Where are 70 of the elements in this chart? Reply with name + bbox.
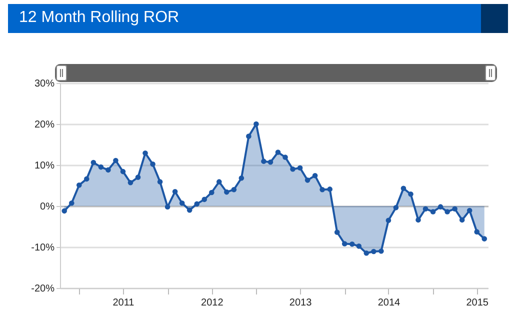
point [84, 176, 90, 182]
point [231, 186, 237, 192]
point [482, 236, 488, 242]
point [150, 162, 156, 167]
point [416, 217, 421, 223]
point [275, 150, 281, 155]
point [327, 186, 332, 192]
point [186, 207, 192, 213]
point [400, 186, 406, 192]
point [113, 158, 118, 164]
point [312, 173, 318, 178]
y-tick-label: 20% [34, 120, 55, 130]
point [452, 206, 458, 212]
y-tick-label: 0% [40, 202, 55, 212]
point [297, 165, 303, 171]
point [246, 134, 252, 139]
point [106, 167, 111, 173]
point [135, 174, 141, 180]
x-tick-label: 2011 [112, 298, 135, 308]
point [238, 175, 244, 181]
point [216, 179, 222, 184]
point [342, 241, 348, 246]
point [466, 208, 472, 214]
chart-title: 12 Month Rolling ROR [19, 9, 180, 27]
x-tick-label: 2013 [289, 298, 312, 308]
point [356, 244, 362, 249]
y-tick-label: 10% [34, 160, 55, 172]
point [98, 164, 104, 170]
point [371, 248, 376, 254]
point [208, 190, 214, 196]
point [157, 179, 163, 184]
y-tick-label: 30% [34, 78, 55, 90]
point [422, 206, 428, 212]
point [68, 200, 74, 206]
point [320, 186, 325, 192]
point [386, 218, 392, 223]
point [261, 158, 266, 164]
point [474, 229, 480, 234]
point [224, 189, 230, 195]
point [393, 205, 399, 210]
point [408, 191, 414, 197]
point [438, 204, 444, 210]
point [120, 168, 126, 174]
y-tick-label: -10% [31, 242, 55, 254]
point [304, 178, 310, 183]
point [164, 204, 170, 210]
point [179, 200, 185, 206]
y-tick-label: -20% [31, 284, 55, 294]
point [364, 250, 370, 256]
point [378, 248, 384, 254]
point [76, 182, 82, 188]
point [290, 166, 296, 172]
point [444, 209, 450, 214]
point [128, 180, 134, 186]
point [62, 208, 68, 214]
point [334, 230, 340, 235]
point [194, 201, 200, 207]
point [90, 160, 96, 166]
point [430, 209, 436, 214]
point [282, 154, 288, 160]
x-tick-label: 2015 [466, 298, 489, 308]
point [172, 189, 178, 194]
point [459, 217, 465, 223]
point [254, 121, 259, 127]
point [268, 159, 274, 165]
x-tick-label: 2014 [378, 298, 401, 308]
x-tick-label: 2012 [201, 298, 224, 308]
point [202, 196, 208, 202]
point [142, 150, 148, 156]
point [349, 241, 355, 247]
